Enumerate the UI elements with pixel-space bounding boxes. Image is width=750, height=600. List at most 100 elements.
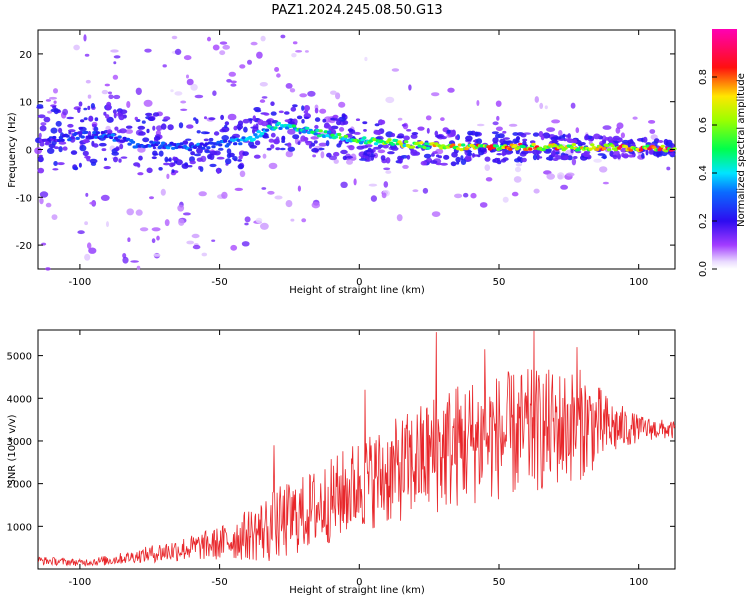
spectrogram-band-blob xyxy=(314,124,319,129)
spectrogram-noise-blob xyxy=(602,181,609,185)
spectrogram-noise-blob xyxy=(575,127,580,134)
spectrogram-band-blob xyxy=(103,166,111,170)
spectrogram-ridge-cell xyxy=(233,142,238,146)
spectrogram-noise-blob xyxy=(192,244,201,250)
spectrogram-ridge-cell xyxy=(174,145,179,150)
spectrogram-band-blob xyxy=(216,167,220,174)
spectrogram-band-blob xyxy=(338,140,343,145)
spectrogram-band-blob xyxy=(284,111,290,115)
spectrogram-band-blob xyxy=(303,116,310,120)
spectrogram-band-blob xyxy=(479,146,487,153)
colorbar-tick-label: 0.0 xyxy=(698,261,709,277)
spectrogram-band-blob xyxy=(303,110,309,114)
spectrogram-band-blob xyxy=(474,131,479,137)
spectrogram-band-blob xyxy=(272,139,279,143)
spectrogram-band-blob xyxy=(617,137,623,143)
spectrogram-band-blob xyxy=(303,105,310,112)
spectrogram-band-blob xyxy=(440,162,448,166)
spectrogram-y-tick-label: 20 xyxy=(19,50,32,61)
spectrogram-band-blob xyxy=(326,152,332,158)
spectrogram-band-blob xyxy=(571,139,578,144)
spectrogram-ridge-cell xyxy=(70,136,75,140)
spectrogram-ridge-cell xyxy=(291,124,297,128)
spectrogram-ridge-cell xyxy=(461,143,466,147)
spectrogram-band-blob xyxy=(562,133,566,138)
spectrogram-band-blob xyxy=(495,133,501,139)
spectrogram-noise-blob xyxy=(338,101,346,108)
spectrogram-band-blob xyxy=(271,120,279,124)
spectrogram-noise-blob xyxy=(299,93,308,98)
spectrogram-noise-blob xyxy=(222,44,230,50)
spectrogram-band-blob xyxy=(119,109,128,114)
spectrogram-ridge-cell xyxy=(95,131,101,135)
spectrogram-band-blob xyxy=(196,147,203,154)
spectrogram-ridge-cell xyxy=(541,147,546,152)
spectrogram-ridge-cell xyxy=(456,147,461,151)
spectrogram-ridge-cell xyxy=(166,146,171,150)
spectrogram-ridge-cell xyxy=(313,132,318,136)
snr-panel: -100 -50 0 50 100 1000 2000 3000 4000 5000 Heigh… xyxy=(7,329,676,596)
spectrogram-ridge-cell xyxy=(318,129,323,133)
spectrogram-noise-blob xyxy=(87,242,92,249)
spectrogram-band-blob xyxy=(163,162,170,166)
spectrogram-noise-blob xyxy=(174,91,183,96)
spectrogram-band-blob xyxy=(164,156,169,163)
colorbar-tick-label: 0.4 xyxy=(698,165,709,181)
spectrogram-band-blob xyxy=(314,107,319,114)
spectrogram-band-blob xyxy=(120,156,128,159)
spectrogram-band-blob xyxy=(305,141,312,146)
spectrogram-noise-blob xyxy=(262,153,267,159)
spectrogram-band-blob xyxy=(94,117,99,122)
spectrogram-band-blob xyxy=(287,146,296,152)
spectrogram-band-blob xyxy=(514,139,520,144)
spectrogram-band-blob xyxy=(193,153,202,157)
spectrogram-noise-blob xyxy=(274,195,283,200)
spectrogram-band-blob xyxy=(171,169,175,173)
spectrogram-noise-blob xyxy=(112,74,119,80)
spectrogram-band-blob xyxy=(396,135,404,139)
spectrogram-ridge-cell xyxy=(251,137,256,142)
spectrogram-noise-blob xyxy=(335,92,341,100)
spectrogram-noise-blob xyxy=(45,202,52,208)
spectrogram-band-blob xyxy=(544,148,553,152)
spectrogram-band-blob xyxy=(101,148,107,152)
spectrogram-band-blob xyxy=(573,156,578,159)
spectrogram-band-blob xyxy=(113,156,118,163)
spectrogram-band-blob xyxy=(172,157,179,161)
spectrogram-band-blob xyxy=(450,161,457,167)
spectrogram-noise-blob xyxy=(350,153,357,161)
spectrogram-band-blob xyxy=(146,167,153,174)
spectrogram-band-blob xyxy=(296,115,303,120)
spectrogram-ridge-cell xyxy=(120,139,126,143)
spectrogram-ridge-cell xyxy=(424,142,429,146)
spectrogram-band-blob xyxy=(656,151,660,158)
spectrogram-band-blob xyxy=(611,154,618,158)
spectrogram-band-blob xyxy=(178,122,184,129)
spectrogram-ridge-cell xyxy=(223,139,228,143)
spectrogram-noise-blob xyxy=(297,185,301,192)
colorbar-label: Normalized spectral amplitude xyxy=(736,73,747,227)
spectrogram-noise-blob xyxy=(422,187,429,194)
spectrogram-band-blob xyxy=(460,155,464,161)
spectrogram-noise-blob xyxy=(89,201,96,205)
spectrogram-band-blob xyxy=(142,137,150,143)
spectrogram-band-blob xyxy=(237,163,244,170)
spectrogram-ridge-cell xyxy=(218,143,223,147)
spectrogram-band-blob xyxy=(584,135,589,141)
spectrogram-band-blob xyxy=(391,133,396,137)
spectrogram-noise-blob xyxy=(385,96,395,104)
spectrogram-ridge-cell xyxy=(494,144,499,148)
spectrogram-ridge-cell xyxy=(273,126,278,130)
spectrogram-noise-blob xyxy=(307,90,316,97)
spectrogram-band-blob xyxy=(266,147,272,151)
spectrogram-noise-blob xyxy=(211,239,216,242)
spectrogram-band-blob xyxy=(359,158,367,161)
spectrogram-band-blob xyxy=(98,142,107,147)
spectrogram-band-blob xyxy=(292,104,298,108)
spectrogram-ridge-cell xyxy=(404,140,409,144)
spectrogram-noise-blob xyxy=(126,101,131,108)
spectrogram-band-blob xyxy=(89,158,98,164)
spectrogram-band-blob xyxy=(115,146,120,152)
spectrogram-band-blob xyxy=(253,154,261,159)
spectrogram-ridge-cell xyxy=(90,135,96,139)
